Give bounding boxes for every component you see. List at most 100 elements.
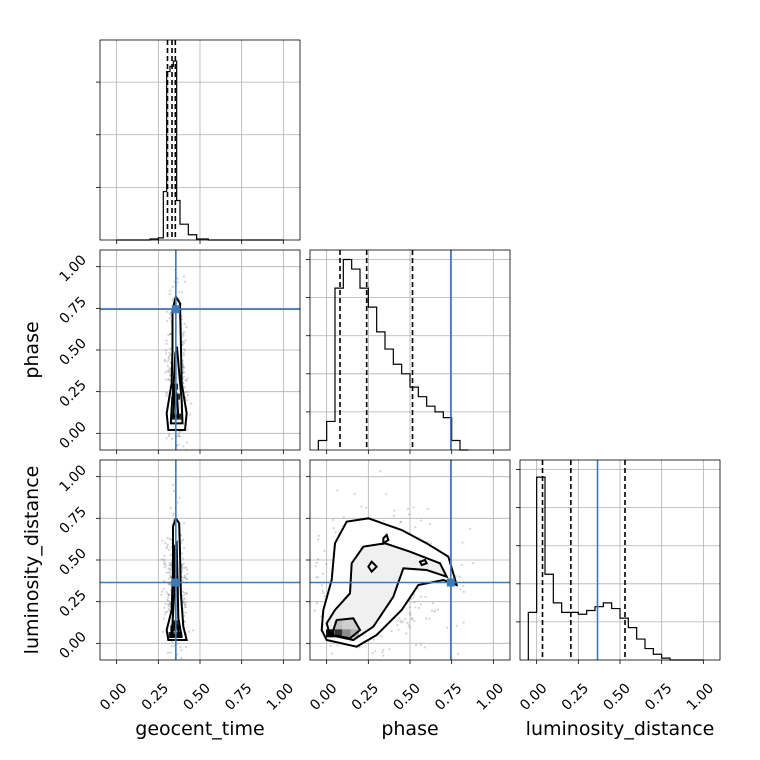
- sample-point: [183, 322, 186, 326]
- sample-point: [182, 591, 186, 594]
- sample-point: [414, 606, 417, 609]
- sample-point: [302, 596, 304, 598]
- sample-point: [181, 538, 185, 541]
- panel-content: [284, 460, 510, 660]
- sample-point: [364, 506, 368, 509]
- sample-point: [183, 603, 187, 606]
- density-cell: [334, 629, 343, 638]
- sample-point: [167, 567, 170, 570]
- sample-point: [182, 354, 186, 357]
- sample-point: [406, 621, 409, 625]
- y-tick-label: 1.00: [56, 462, 89, 495]
- sample-point: [162, 580, 166, 583]
- sample-point: [184, 339, 187, 342]
- sample-point: [166, 320, 169, 323]
- sample-point: [164, 352, 168, 355]
- sample-point: [165, 391, 168, 394]
- sample-point: [163, 558, 166, 561]
- sample-point: [413, 619, 416, 622]
- sample-point: [418, 606, 421, 610]
- sample-point: [185, 379, 188, 382]
- sample-point: [162, 562, 166, 566]
- sample-point: [169, 554, 172, 557]
- sample-point: [186, 390, 189, 394]
- sample-point: [186, 428, 189, 431]
- sample-point: [182, 601, 185, 605]
- x-tick-label: 0.00: [97, 680, 130, 713]
- density-fill: [326, 543, 447, 640]
- sample-point: [379, 470, 382, 473]
- sample-point: [165, 310, 169, 313]
- sample-point: [171, 299, 174, 302]
- contour-line: [382, 533, 390, 546]
- sample-point: [397, 628, 400, 631]
- sample-point: [167, 334, 170, 337]
- sample-point: [185, 592, 188, 595]
- sample-point: [183, 371, 186, 374]
- sample-point: [171, 437, 174, 441]
- sample-point: [183, 687, 185, 689]
- sample-point: [406, 507, 410, 510]
- sample-point: [181, 332, 184, 335]
- sample-point: [419, 603, 423, 606]
- sample-point: [323, 549, 326, 553]
- sample-point: [284, 587, 286, 589]
- sample-point: [321, 572, 325, 575]
- y-tick-label: 0.00: [56, 629, 89, 662]
- sample-point: [306, 537, 308, 539]
- sample-point: [180, 648, 183, 652]
- sample-point: [419, 595, 422, 598]
- y-tick-label: 0.50: [56, 545, 89, 578]
- sample-point: [184, 574, 187, 577]
- sample-point: [169, 576, 172, 579]
- sample-point: [180, 663, 182, 665]
- sample-point: [183, 386, 186, 389]
- sample-point: [168, 548, 171, 551]
- sample-point: [381, 651, 384, 654]
- sample-point: [170, 645, 173, 648]
- sample-point: [166, 603, 170, 606]
- sample-point: [164, 602, 167, 605]
- sample-point: [424, 595, 427, 598]
- sample-point: [169, 314, 172, 317]
- sample-point: [180, 291, 184, 294]
- sample-point: [182, 366, 185, 369]
- sample-point: [186, 393, 189, 397]
- panel-content: [100, 250, 300, 454]
- sample-point: [181, 590, 184, 593]
- sample-point: [385, 493, 388, 496]
- sample-point: [166, 536, 169, 540]
- sample-point: [169, 371, 172, 374]
- sample-point: [314, 565, 318, 568]
- sample-point: [185, 452, 187, 454]
- sample-point: [468, 527, 472, 530]
- sample-point: [182, 366, 186, 369]
- sample-point: [176, 277, 179, 280]
- sample-point: [163, 358, 167, 361]
- sample-point: [332, 526, 335, 530]
- sample-point: [331, 518, 334, 522]
- sample-point: [164, 378, 167, 381]
- x-tick-label: 0.50: [390, 680, 423, 713]
- sample-point: [334, 531, 337, 534]
- sample-point: [185, 568, 189, 571]
- sample-point: [168, 583, 171, 586]
- sample-point: [168, 332, 172, 336]
- sample-point: [390, 629, 393, 633]
- sample-point: [183, 600, 186, 604]
- sample-point: [380, 634, 383, 638]
- x-axis-label: phase: [381, 718, 438, 740]
- sample-point: [171, 514, 175, 517]
- sample-point: [407, 624, 410, 627]
- density-cell: [342, 629, 351, 638]
- sample-point: [174, 682, 176, 684]
- sample-point: [169, 289, 172, 292]
- sample-point: [178, 496, 181, 499]
- sample-point: [167, 435, 170, 438]
- sample-point: [178, 435, 181, 438]
- sample-point: [177, 443, 180, 446]
- sample-point: [185, 578, 189, 581]
- sample-point: [317, 576, 320, 579]
- sample-point: [168, 571, 172, 574]
